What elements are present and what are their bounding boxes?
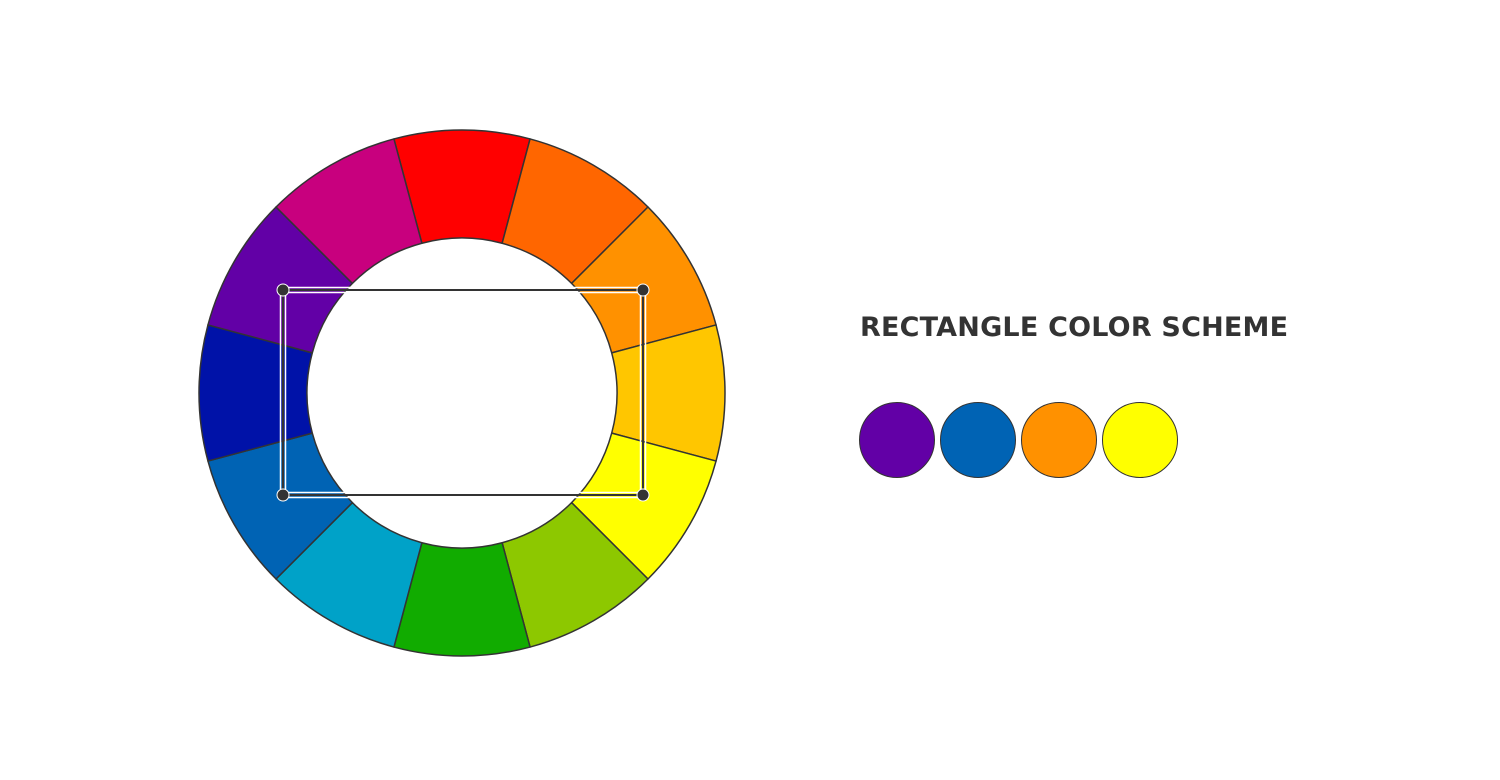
scheme-rectangle-outer-highlight xyxy=(279,286,647,499)
scheme-vertex-yellow xyxy=(636,488,650,502)
scheme-swatches xyxy=(859,402,1178,478)
scheme-vertex-orange xyxy=(636,283,650,297)
wheel-segment-red-violet xyxy=(275,138,423,285)
swatch-blue xyxy=(940,402,1016,478)
color-wheel xyxy=(198,129,726,657)
swatch-orange xyxy=(1021,402,1097,478)
scheme-rectangle-inner-highlight xyxy=(284,291,642,494)
scheme-vertex-violet xyxy=(276,283,290,297)
scheme-rectangle xyxy=(282,289,644,496)
swatch-yellow xyxy=(1102,402,1178,478)
rectangle-scheme-overlay xyxy=(276,283,650,502)
scheme-vertex-blue xyxy=(276,488,290,502)
swatch-violet xyxy=(859,402,935,478)
scheme-title: RECTANGLE COLOR SCHEME xyxy=(860,312,1289,343)
